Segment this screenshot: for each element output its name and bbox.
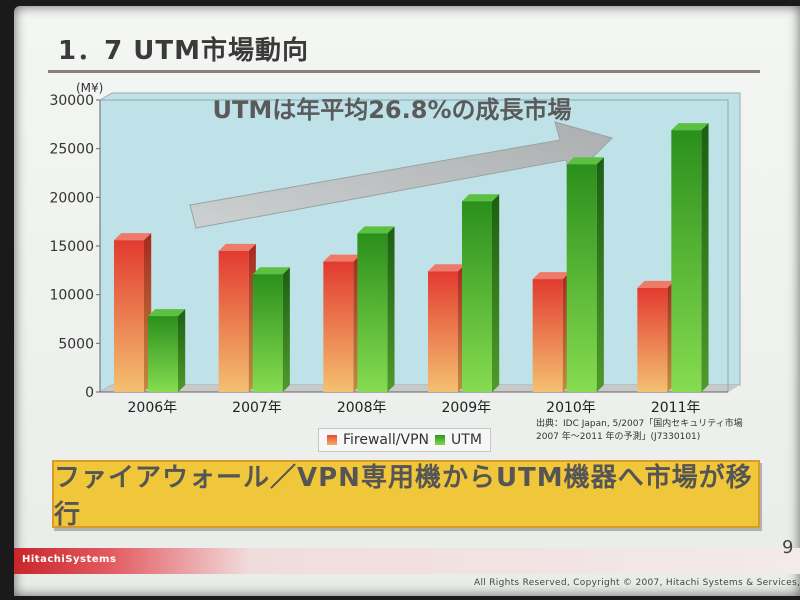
legend-label-firewall: Firewall/VPN [343, 432, 430, 448]
copyright-notice: All Rights Reserved, Copyright © 2007, H… [474, 578, 800, 588]
bar-utm [357, 233, 388, 392]
source-citation: 出典：IDC Japan, 5/2007「国内セキュリティ市場 2007 年～2… [536, 418, 743, 444]
bar-firewall-vpn [637, 287, 668, 392]
bar-utm-top [566, 157, 604, 165]
x-tick-label: 2006年 [128, 400, 178, 416]
bar-utm-side [596, 157, 604, 392]
company-logo: HitachiSystems [22, 554, 117, 565]
bar-utm [462, 201, 492, 392]
x-tick-label: 2009年 [442, 400, 492, 416]
slide-title: 1．7 UTM市場動向 [58, 36, 309, 66]
summary-banner: ファイアウォール／VPN専用機からUTM機器へ市場が移行 [52, 460, 760, 530]
chart-annotation: UTMは年平均26.8%の成長市場 [212, 96, 571, 124]
y-tick-label: 10000 [49, 288, 94, 304]
bar-firewall-vpn-top [637, 280, 675, 288]
bar-firewall-vpn-top [532, 272, 570, 280]
x-tick-label: 2008年 [337, 400, 387, 416]
bar-utm-side [701, 123, 709, 392]
y-tick-label: 25000 [49, 142, 94, 158]
y-tick-label: 20000 [49, 190, 94, 206]
bar-firewall-vpn-top [218, 243, 256, 251]
bar-utm-top [252, 267, 290, 275]
bar-firewall-vpn [532, 279, 563, 392]
bar-firewall-vpn-top [114, 233, 152, 241]
bar-utm [252, 274, 283, 392]
bar-utm [566, 164, 597, 392]
footer-band [14, 548, 800, 574]
bar-utm [671, 130, 702, 392]
y-tick-label: 0 [85, 385, 94, 401]
bar-firewall-vpn [114, 240, 144, 392]
bar-utm [148, 316, 178, 392]
x-tick-label: 2011年 [651, 400, 701, 416]
bar-utm-side [387, 226, 395, 392]
bar-utm-top [671, 123, 709, 131]
bar-utm-top [148, 309, 186, 317]
y-tick-label: 15000 [49, 239, 94, 255]
page-number: 9 [782, 537, 794, 558]
y-axis-unit-label: (M¥) [76, 81, 103, 95]
source-line-1: 出典：IDC Japan, 5/2007「国内セキュリティ市場 [536, 419, 743, 429]
bar-firewall-vpn [428, 271, 458, 392]
title-divider [48, 70, 760, 73]
chart-legend: Firewall/VPN UTM [318, 428, 491, 452]
y-tick-label: 30000 [49, 93, 94, 109]
legend-label-utm: UTM [451, 432, 482, 448]
bar-utm-side [282, 267, 290, 392]
bar-firewall-vpn-top [428, 264, 466, 272]
x-tick-label: 2010年 [546, 400, 596, 416]
bar-utm-top [357, 226, 395, 234]
x-tick-label: 2007年 [232, 400, 282, 416]
y-tick-label: 5000 [58, 336, 94, 352]
legend-swatch-utm [435, 435, 446, 445]
bar-utm-side [492, 194, 500, 392]
source-line-2: 2007 年～2011 年の予測」(J7330101) [536, 432, 701, 442]
bar-firewall-vpn-top [323, 254, 361, 262]
bar-firewall-vpn [218, 250, 249, 392]
bar-firewall-vpn [323, 261, 354, 392]
legend-swatch-firewall [327, 435, 337, 445]
bar-utm-top [462, 194, 500, 202]
bar-utm-side [178, 309, 186, 392]
